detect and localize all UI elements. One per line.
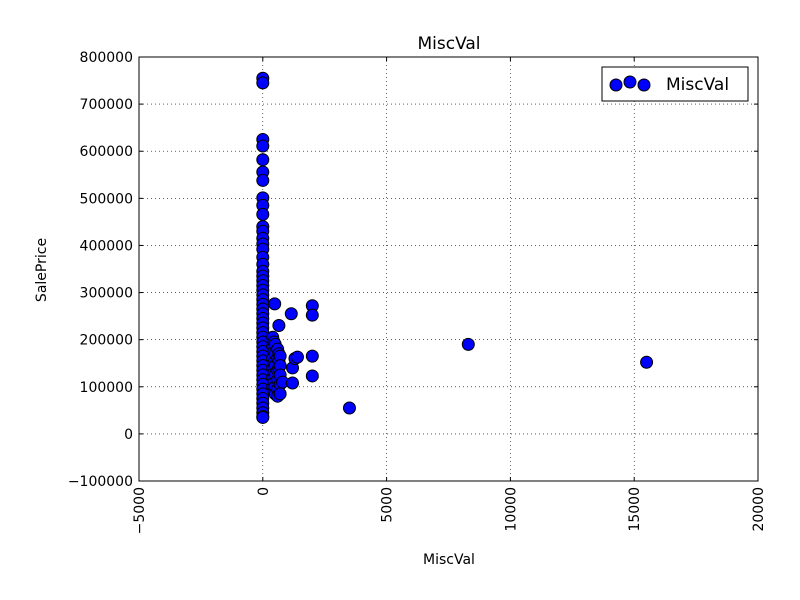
legend: MiscVal xyxy=(601,66,749,102)
data-point xyxy=(305,349,319,363)
legend-marker xyxy=(609,78,623,92)
legend-marker xyxy=(623,75,637,89)
x-tick-labels: −5000 0 5000 10000 15000 20000 xyxy=(132,487,767,534)
data-point xyxy=(272,319,286,333)
x-tick-label: 15000 xyxy=(627,487,643,532)
data-point xyxy=(290,350,304,364)
x-tick-label: −5000 xyxy=(132,487,148,534)
x-axis-label: MiscVal xyxy=(423,552,475,568)
x-tick-label: 10000 xyxy=(503,487,519,532)
y-tick-label: 700000 xyxy=(80,97,133,113)
plot-area xyxy=(139,57,758,481)
data-points xyxy=(256,71,654,424)
data-point xyxy=(342,401,356,415)
y-tick-label: 300000 xyxy=(80,286,133,302)
data-point xyxy=(286,376,300,390)
axis-ticks xyxy=(138,56,759,482)
y-tick-label: 600000 xyxy=(80,144,133,160)
data-point xyxy=(256,76,270,90)
legend-label: MiscVal xyxy=(666,75,729,95)
y-axis-label: SalePrice xyxy=(34,238,50,302)
data-point xyxy=(305,369,319,383)
data-point xyxy=(256,207,270,221)
y-tick-label: −100000 xyxy=(68,474,133,490)
x-tick-label: 5000 xyxy=(380,487,396,523)
data-point xyxy=(256,173,270,187)
data-point xyxy=(640,355,654,369)
x-tick-label: 20000 xyxy=(751,487,767,532)
y-tick-label: 500000 xyxy=(80,191,133,207)
data-point xyxy=(273,387,287,401)
data-point xyxy=(256,153,270,167)
y-tick-labels: −100000 0 100000 200000 300000 400000 500000 60… xyxy=(68,50,133,490)
y-tick-label: 100000 xyxy=(80,380,133,396)
y-tick-label: 200000 xyxy=(80,333,133,349)
y-tick-label: 800000 xyxy=(80,50,133,66)
data-point xyxy=(305,308,319,322)
plot-frame xyxy=(138,56,759,482)
chart-title: MiscVal xyxy=(417,34,480,54)
data-point xyxy=(256,410,270,424)
data-point xyxy=(461,337,475,351)
legend-marker xyxy=(637,78,651,92)
x-tick-label: 0 xyxy=(256,487,272,496)
data-point xyxy=(256,139,270,153)
data-point xyxy=(268,297,282,311)
y-tick-label: 400000 xyxy=(80,238,133,254)
data-point xyxy=(284,307,298,321)
y-tick-label: 0 xyxy=(124,427,133,443)
